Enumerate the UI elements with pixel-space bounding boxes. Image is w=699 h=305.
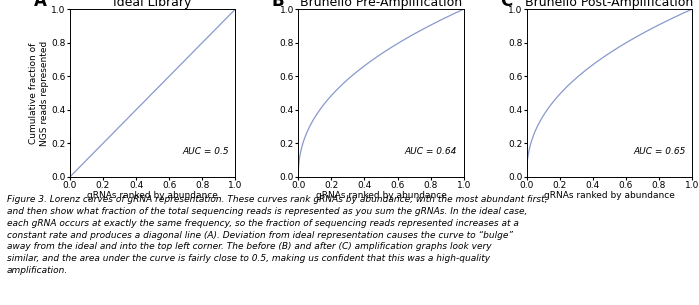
Title: Ideal Library: Ideal Library <box>113 0 192 9</box>
Text: B: B <box>272 0 284 10</box>
X-axis label: gRNAs ranked by abundance: gRNAs ranked by abundance <box>87 192 218 200</box>
Text: AUC = 0.64: AUC = 0.64 <box>405 147 457 156</box>
X-axis label: gRNAs ranked by abundance: gRNAs ranked by abundance <box>544 192 675 200</box>
Title: Brunello Post-Amplification: Brunello Post-Amplification <box>525 0 693 9</box>
Text: A: A <box>34 0 46 10</box>
X-axis label: gRNAs ranked by abundance: gRNAs ranked by abundance <box>315 192 447 200</box>
Title: Brunello Pre-Amplification: Brunello Pre-Amplification <box>300 0 462 9</box>
Text: AUC = 0.5: AUC = 0.5 <box>182 147 229 156</box>
Text: C: C <box>500 0 512 10</box>
Y-axis label: Cumulative fraction of
NGS reads represented: Cumulative fraction of NGS reads represe… <box>29 40 49 146</box>
Text: Figure 3. Lorenz curves of gRNA representation. These curves rank gRNAs by abund: Figure 3. Lorenz curves of gRNA represen… <box>7 195 547 275</box>
Text: AUC = 0.65: AUC = 0.65 <box>633 147 686 156</box>
